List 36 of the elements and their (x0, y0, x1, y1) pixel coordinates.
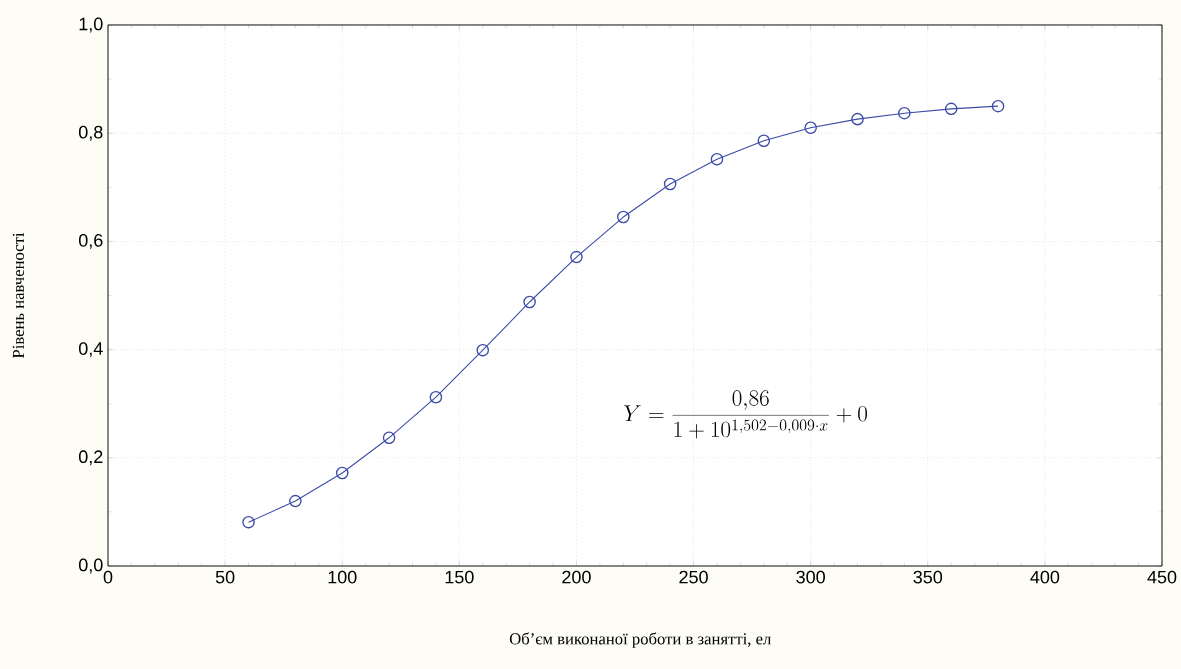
x-tick-label: 150 (445, 570, 474, 584)
x-tick-label: 50 (215, 570, 235, 584)
point (710, 152, 724, 166)
x-axis-title: Об’єм виконаної роботи в занятті, ел (509, 632, 771, 648)
point (523, 295, 536, 309)
point (617, 210, 630, 224)
x-tick-label: 450 (1147, 570, 1177, 584)
point (851, 112, 864, 126)
point (335, 466, 349, 480)
annotation: $Y=\frac{0{,}86}{1+10^{1{,}502-0{,}009\cdot x}}+0$ (624, 390, 867, 439)
y-tick-label: 1,0 (79, 17, 103, 33)
x-tick-label: 400 (1030, 570, 1060, 584)
point (570, 250, 583, 264)
x-tick-label: 350 (913, 570, 943, 584)
y-tick-label: 0,2 (78, 450, 103, 466)
x-tick-label: 250 (679, 570, 708, 584)
x-tick-label: 300 (796, 570, 825, 584)
point (242, 515, 255, 529)
y-tick-label: 0,8 (78, 125, 103, 141)
point (663, 177, 677, 191)
point (991, 99, 1005, 113)
x-tick-label: 100 (328, 570, 357, 584)
point (289, 494, 302, 508)
point (757, 134, 771, 148)
point (429, 390, 443, 404)
y-tick-label: 0,4 (78, 342, 103, 358)
y-axis-title: Рівень навченості (12, 232, 25, 359)
y-tick-label: 0,6 (78, 233, 103, 249)
x-tick-label: 0 (103, 570, 113, 584)
x-tick-label: 200 (562, 570, 591, 584)
y-tick-label: 0,0 (78, 558, 103, 574)
point (476, 343, 490, 357)
point (382, 431, 396, 445)
point (804, 121, 817, 135)
point (944, 102, 958, 116)
point (898, 106, 911, 120)
